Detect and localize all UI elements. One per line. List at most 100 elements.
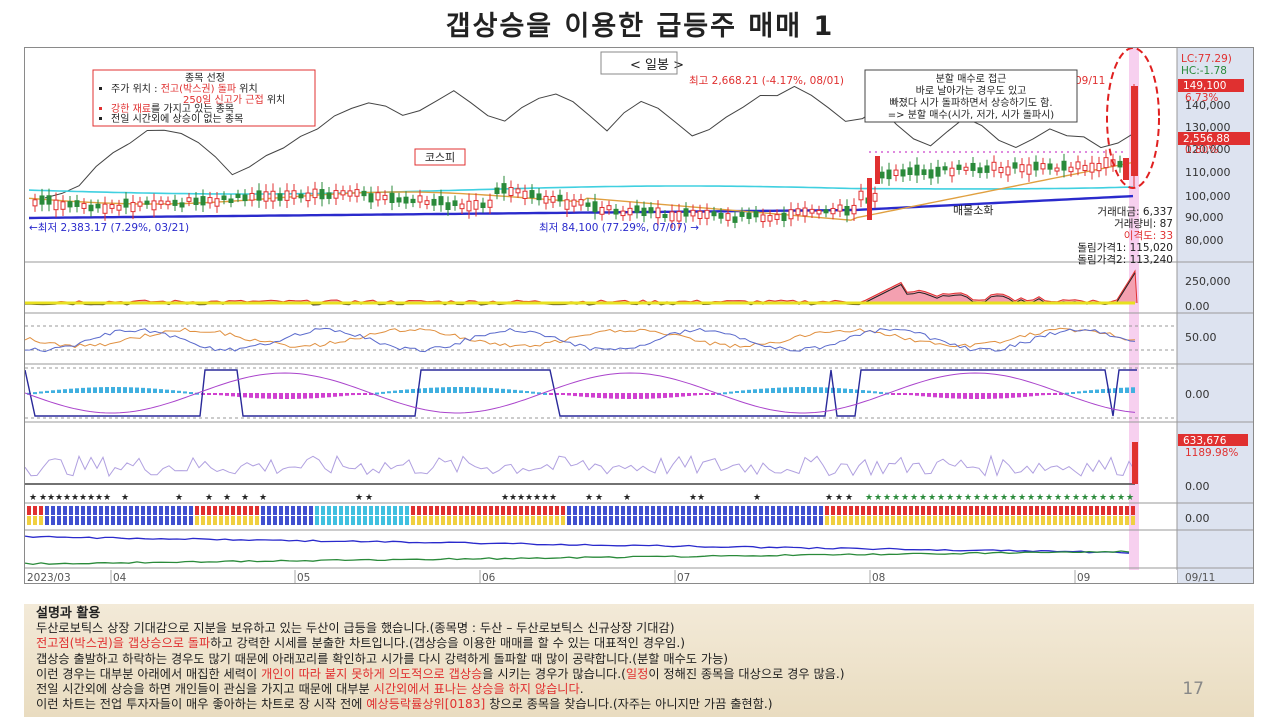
histogram-bar <box>579 393 583 397</box>
stock-chart[interactable]: 140,000 130,000 120,000 110,000 100,000 90,00… <box>24 47 1254 584</box>
signal-block <box>615 516 619 525</box>
signal-block <box>159 516 163 525</box>
signal-star: ★ <box>937 493 945 503</box>
signal-block <box>69 506 73 515</box>
histogram-bar <box>1125 387 1129 393</box>
signal-star: ★ <box>1108 493 1116 503</box>
candle-body <box>186 197 192 202</box>
price-tick: 80,000 <box>1185 234 1224 247</box>
svg-text:바로 날아가는 경우도 있고: 바로 날아가는 경우도 있고 <box>916 84 1027 97</box>
histogram-bar <box>249 393 253 398</box>
signal-star: ★ <box>1018 493 1026 503</box>
signal-block <box>183 516 187 525</box>
signal-block <box>603 516 607 525</box>
signal-block <box>765 506 769 515</box>
explanation-panel: 설명과 활용 두산로보틱스 상장 기대감으로 지분을 보유하고 있는 두산이 급… <box>24 604 1254 717</box>
signal-block <box>255 506 259 515</box>
candle-body <box>270 190 276 202</box>
svg-text:0.80%: 0.80% <box>1185 144 1218 156</box>
signal-block <box>867 516 871 525</box>
histogram-bar <box>861 390 865 393</box>
signal-block <box>303 516 307 525</box>
candle-body <box>389 192 395 204</box>
histogram-bar <box>663 393 667 398</box>
signal-block <box>375 516 379 525</box>
signal-block <box>1005 506 1009 515</box>
candle-body <box>823 209 829 214</box>
signal-block <box>213 516 217 525</box>
histogram-bar <box>273 393 277 399</box>
signal-block <box>309 516 313 525</box>
histogram-bar <box>51 390 55 393</box>
candle-body <box>900 169 906 177</box>
histogram-bar <box>729 391 733 394</box>
histogram-bar <box>1119 387 1123 393</box>
histogram-bar <box>1083 390 1087 393</box>
histogram-bar <box>321 393 325 398</box>
signal-star: ★ <box>29 493 37 503</box>
signal-star: ★ <box>585 493 593 503</box>
signal-block <box>945 506 949 515</box>
histogram-bar <box>57 389 61 393</box>
signal-block <box>1047 516 1051 525</box>
histogram-bar <box>609 393 613 399</box>
signal-block <box>255 516 259 525</box>
signal-block <box>759 506 763 515</box>
candle-body <box>1019 164 1025 173</box>
candle-body <box>480 202 486 209</box>
candle-body <box>39 195 45 205</box>
candle-body <box>928 169 934 179</box>
histogram-bar <box>621 393 625 399</box>
svg-text:LC:77.29): LC:77.29) <box>1181 53 1232 65</box>
signal-block <box>291 516 295 525</box>
chart-canvas[interactable]: 140,000 130,000 120,000 110,000 100,000 90,00… <box>25 48 1254 584</box>
stochastic-panel: 0.00 <box>25 367 1210 419</box>
signal-block <box>525 506 529 515</box>
candle-body <box>662 214 668 219</box>
histogram-bar <box>429 387 433 393</box>
histogram-bar <box>699 393 703 395</box>
histogram-bar <box>1029 393 1033 397</box>
signal-block <box>651 506 655 515</box>
signal-block <box>375 506 379 515</box>
signal-block <box>405 506 409 515</box>
signal-block <box>675 506 679 515</box>
signal-star: ★ <box>55 493 63 503</box>
signal-block <box>153 506 157 515</box>
signal-block <box>819 506 823 515</box>
histogram-bar <box>723 392 727 395</box>
histogram-bar <box>483 387 487 393</box>
histogram-bar <box>45 390 49 393</box>
period-label[interactable]: < 일봉 > <box>630 58 684 73</box>
histogram-bar <box>423 388 427 393</box>
candle-body <box>109 204 115 209</box>
histogram-bar <box>231 393 235 397</box>
signal-block <box>27 506 31 515</box>
signal-block <box>669 506 673 515</box>
signal-star: ★ <box>964 493 972 503</box>
signal-block <box>429 506 433 515</box>
histogram-bar <box>765 388 769 393</box>
histogram-bar <box>627 393 631 399</box>
signal-block <box>549 506 553 515</box>
signal-star: ★ <box>517 493 525 503</box>
candle-body <box>60 201 66 210</box>
signal-block <box>69 516 73 525</box>
candle-body <box>893 169 899 177</box>
signal-block <box>435 506 439 515</box>
signal-block <box>363 506 367 515</box>
index-label-box <box>414 148 466 166</box>
signal-block <box>75 506 79 515</box>
stock-low-label: 최저 84,100 (77.29%, 07/07) → <box>539 222 699 234</box>
candle-body <box>543 195 549 204</box>
histogram-bar <box>357 393 361 395</box>
signal-block <box>261 516 265 525</box>
histogram-bar <box>75 388 79 393</box>
histogram-bar <box>1035 393 1039 396</box>
histogram-bar <box>687 393 691 397</box>
signal-block <box>339 516 343 525</box>
histogram-bar <box>411 388 415 393</box>
histogram-bar <box>783 387 787 393</box>
candle-body <box>641 207 647 217</box>
signal-block <box>279 516 283 525</box>
